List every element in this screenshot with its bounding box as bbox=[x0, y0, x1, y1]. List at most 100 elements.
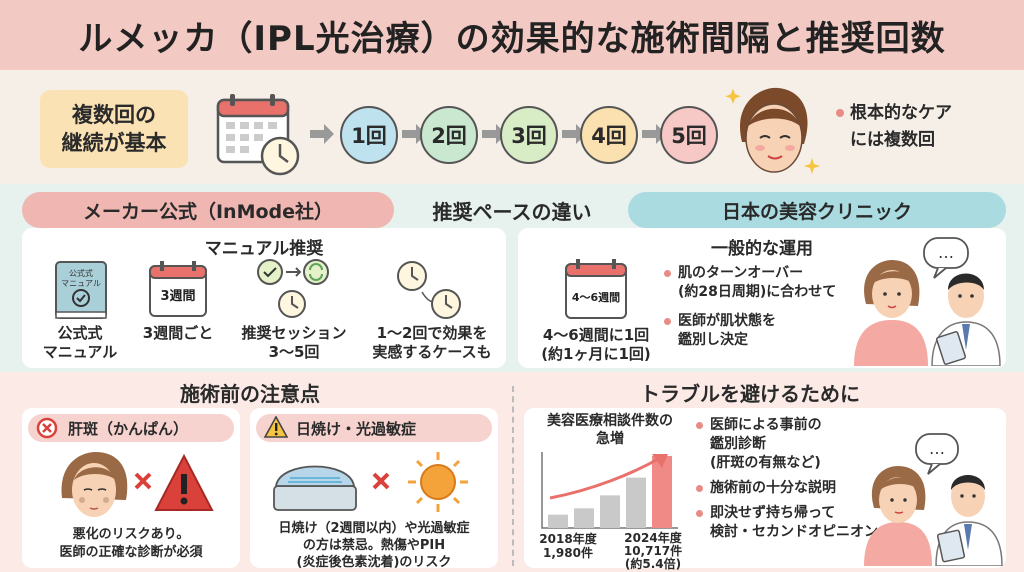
session-item-line1: 推奨セッション bbox=[241, 324, 347, 342]
melasma-warning-illustration bbox=[61, 452, 214, 517]
effect-item: 1〜2回で効果を 実感するケースも bbox=[358, 324, 506, 362]
manual-title: マニュアル推奨 bbox=[204, 239, 324, 259]
label-2024-count: 10,717件 bbox=[623, 544, 683, 558]
sunburn-note-line1: 日焼け（2週間以内）や光過敏症 bbox=[278, 521, 470, 536]
note-line1: 根本的なケア bbox=[850, 103, 952, 123]
trend-arrowhead bbox=[652, 454, 668, 468]
warning-triangle-icon bbox=[264, 416, 288, 438]
step-4-label: 4回 bbox=[591, 124, 627, 148]
sessions-row: 複数回の 継続が基本 1回 2回 3回 4回 5回 根本的なケア bbox=[0, 76, 1024, 184]
trouble-title: トラブルを避けるために bbox=[640, 382, 860, 406]
clinic-card: 一般的な運用 4〜6週間 4〜6週間に1回 (約1ヶ月に1回) 肌のターンオーバ… bbox=[518, 228, 1006, 368]
melasma-note-line1: 悪化のリスクあり。 bbox=[72, 527, 190, 542]
chart-title-line1: 美容医療相談件数の bbox=[547, 413, 673, 429]
basic-line2: 継続が基本 bbox=[61, 131, 167, 155]
bar-trend bbox=[626, 477, 646, 528]
melasma-head: 肝斑（かんぱん） bbox=[28, 414, 234, 442]
clinic-calendar-icon: 4〜6週間 bbox=[565, 259, 627, 319]
manual-card: マニュアル推奨 公式式 マニュアル 公式式 マニュアル 3週間 3週間ごと bbox=[22, 228, 506, 368]
basic-line1: 複数回の bbox=[72, 103, 156, 127]
cal-4-6week-label: 4〜6週間 bbox=[572, 290, 620, 304]
melasma-note: 悪化のリスクあり。 医師の正確な診断が必須 bbox=[22, 526, 240, 562]
interval-item: 3週間ごと bbox=[130, 324, 226, 343]
pace-difference-heading: 推奨ペースの違い bbox=[432, 200, 592, 224]
consultation-bar-chart bbox=[541, 452, 678, 529]
step-1-label: 1回 bbox=[351, 124, 387, 148]
trouble-bullet-line1: 施術前の十分な説明 bbox=[710, 480, 836, 496]
step-5-label: 5回 bbox=[671, 124, 707, 148]
speech-dots: … bbox=[929, 439, 945, 458]
trouble-bullets: 医師による事前の 鑑別診断 (肝斑の有無など) 施術前の十分な説明 即決せず持ち… bbox=[696, 416, 886, 548]
manual-book-icon: 公式式 マニュアル bbox=[55, 261, 107, 319]
interval-item-line1: 3週間ごと bbox=[142, 324, 214, 342]
bar-trend bbox=[600, 495, 620, 528]
tanning-sun-illustration bbox=[273, 452, 468, 512]
smiling-face-icon bbox=[725, 87, 820, 174]
page-title: ルメッカ（IPL光治療）の効果的な施術間隔と推奨回数 bbox=[78, 18, 946, 59]
trouble-bullet-line2: 検討・セカンドオピニオン bbox=[710, 524, 878, 540]
clinic-bullet: 肌のターンオーバー (約28日周期)に合わせて bbox=[664, 264, 864, 302]
step-2-label: 2回 bbox=[431, 124, 467, 148]
trouble-bullet-line1: 即決せず持ち帰って bbox=[710, 505, 836, 521]
label-2024: 2024年度 10,717件 (約5.4倍) bbox=[610, 532, 696, 571]
book-text1: 公式式 bbox=[69, 268, 93, 278]
three-week-calendar-icon: 3週間 bbox=[149, 261, 207, 317]
bullet-dot bbox=[836, 109, 844, 117]
doctor-patient-illustration: … bbox=[854, 237, 1001, 366]
note-line2: には複数回 bbox=[850, 130, 935, 150]
session-item: 推奨セッション 3〜5回 bbox=[230, 324, 358, 362]
clinic-bullet-line2: 鑑別し決定 bbox=[678, 332, 748, 348]
clinic-bullets: 肌のターンオーバー (約28日周期)に合わせて 医師が肌状態を 鑑別し決定 bbox=[664, 264, 864, 356]
manual-item-line1: 公式式 bbox=[57, 324, 103, 342]
trouble-bullet: 施術前の十分な説明 bbox=[696, 479, 886, 498]
trouble-bullet-line2: 鑑別診断 bbox=[710, 436, 766, 452]
sunburn-note-line3: (炎症後色素沈着)のリスク bbox=[296, 555, 452, 570]
chart-title: 美容医療相談件数の 急増 bbox=[530, 412, 690, 448]
clinic-interval-line1: 4〜6週間に1回 bbox=[542, 326, 650, 344]
effect-item-line2: 実感するケースも bbox=[372, 343, 492, 361]
clinic-title: 一般的な運用 bbox=[711, 239, 813, 259]
chart-title-line2: 急増 bbox=[596, 431, 624, 447]
bar-2018 bbox=[548, 514, 568, 528]
melasma-card: 肝斑（かんぱん） 悪化のリスクあり。 医師の正確な診断が必須 bbox=[22, 408, 240, 568]
session-item-line2: 3〜5回 bbox=[268, 343, 320, 361]
sunburn-head: 日焼け・光過敏症 bbox=[256, 414, 492, 442]
prohibited-x-icon bbox=[36, 417, 58, 439]
trouble-card: 美容医療相談件数の 急増 2018年度 1,980件 2024年度 10,717… bbox=[524, 408, 1006, 571]
speech-dots: … bbox=[938, 243, 954, 262]
clinic-bullet: 医師が肌状態を 鑑別し決定 bbox=[664, 312, 864, 350]
manual-item: 公式式 マニュアル bbox=[30, 324, 130, 362]
note-multiple: 根本的なケア には複数回 bbox=[836, 100, 952, 154]
sunburn-card: 日焼け・光過敏症 日焼け（2週間以内）や光過敏症 の方は禁忌。熱傷やPIH (炎… bbox=[250, 408, 498, 571]
label-2024-ratio: (約5.4倍) bbox=[624, 557, 682, 571]
step-3: 3回 bbox=[500, 106, 558, 164]
trouble-bullet-line3: (肝斑の有無など) bbox=[710, 455, 821, 471]
sunburn-note: 日焼け（2週間以内）や光過敏症 の方は禁忌。熱傷やPIH (炎症後色素沈着)のリ… bbox=[250, 520, 498, 571]
clinic-bullet-line1: 医師が肌状態を bbox=[678, 313, 776, 329]
trouble-bullet: 即決せず持ち帰って 検討・セカンドオピニオン bbox=[696, 504, 886, 542]
book-text2: マニュアル bbox=[61, 279, 101, 288]
clinic-bullet-line1: 肌のターンオーバー bbox=[678, 265, 804, 281]
trouble-bullet: 医師による事前の 鑑別診断 (肝斑の有無など) bbox=[696, 416, 886, 473]
step-2: 2回 bbox=[420, 106, 478, 164]
melasma-label: 肝斑（かんぱん） bbox=[68, 419, 189, 438]
sunburn-label: 日焼け・光過敏症 bbox=[296, 419, 417, 438]
step-3-label: 3回 bbox=[511, 124, 547, 148]
two-clocks-icon bbox=[397, 261, 461, 319]
maker-label: メーカー公式（InMode社） bbox=[22, 192, 394, 228]
clinic-interval-line2: (約1ヶ月に1回) bbox=[541, 345, 651, 363]
cal-3week-label: 3週間 bbox=[160, 289, 195, 304]
session-cycle-icon bbox=[257, 259, 329, 318]
step-1: 1回 bbox=[340, 106, 398, 164]
melasma-note-line2: 医師の正確な診断が必須 bbox=[59, 545, 203, 560]
clinic-bullet-line2: (約28日周期)に合わせて bbox=[678, 284, 837, 300]
label-2018-year: 2018年度 bbox=[539, 532, 597, 546]
trouble-bullet-line1: 医師による事前の bbox=[710, 417, 822, 433]
bar-trend bbox=[574, 508, 594, 528]
label-2018-count: 1,980件 bbox=[543, 546, 593, 560]
label-2018: 2018年度 1,980件 bbox=[530, 532, 606, 560]
comparison-section: メーカー公式（InMode社） 推奨ペースの違い 日本の美容クリニック マニュア… bbox=[0, 184, 1024, 372]
consultation-illustration: … bbox=[864, 433, 1003, 566]
trend-arrow bbox=[549, 456, 661, 500]
step-5: 5回 bbox=[660, 106, 718, 164]
